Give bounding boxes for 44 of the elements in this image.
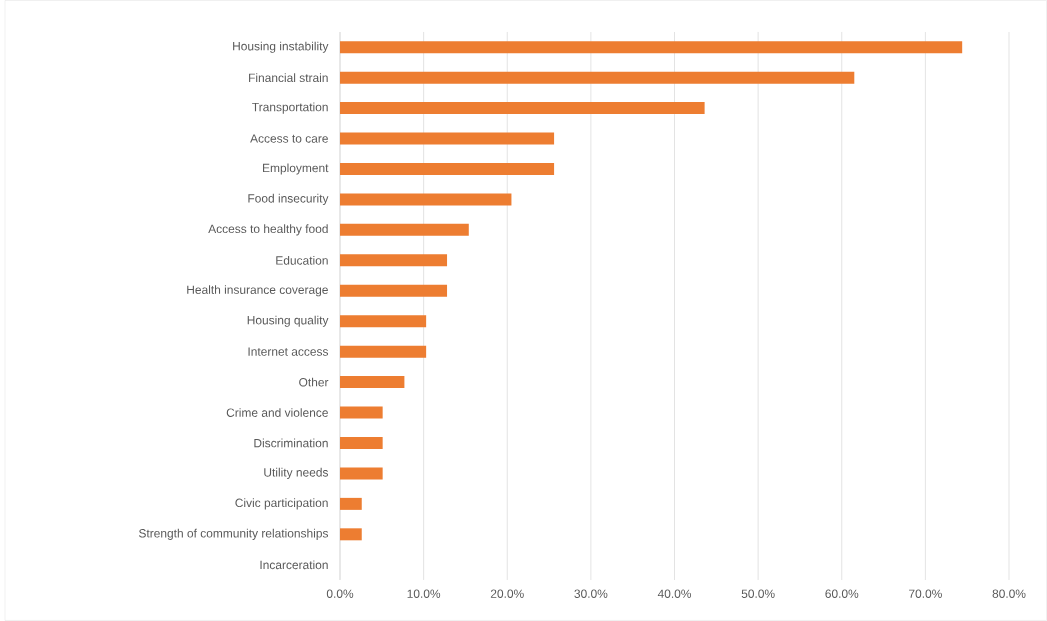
y-tick-label: Internet access (248, 347, 329, 356)
y-tick-label: Strength of community relationships (138, 528, 329, 540)
bar (340, 284, 448, 297)
x-tick-label: 20.0% (490, 589, 524, 598)
x-tick-label: 0.0% (326, 589, 354, 598)
y-tick-label: Transportation (252, 102, 328, 114)
y-tick-label: Discrimination (254, 438, 328, 448)
bar (340, 406, 383, 419)
bar (340, 467, 383, 480)
y-tick-label: Other (299, 377, 329, 387)
x-tick-label: 60.0% (825, 589, 859, 598)
x-tick-label: 80.0% (992, 589, 1026, 598)
bar (340, 41, 963, 54)
bar (340, 162, 555, 175)
bar (340, 315, 427, 328)
y-tick-label: Financial strain (249, 73, 328, 83)
x-tick-label: 40.0% (657, 589, 692, 598)
x-tick-label: 50.0% (741, 589, 775, 598)
y-tick-label: Access to healthy food (208, 224, 328, 236)
y-tick-label: Civic participation (235, 498, 328, 510)
y-tick-label: Crime and violence (226, 408, 328, 417)
bar (340, 193, 512, 206)
y-tick-label: Health insurance coverage (187, 285, 328, 297)
y-tick-label: Access to care (250, 134, 328, 143)
bar (340, 376, 405, 389)
bar (340, 223, 469, 236)
y-tick-label: Housing quality (247, 315, 329, 327)
bar (340, 345, 427, 358)
x-tick-label: 10.0% (407, 589, 441, 598)
bar (340, 71, 855, 84)
y-tick-label: Employment (263, 163, 329, 175)
y-tick-label: Utility needs (264, 467, 329, 479)
bar (340, 528, 362, 541)
y-tick-label: Incarceration (260, 560, 328, 570)
bar (340, 497, 362, 510)
y-tick-label: Education (276, 255, 328, 265)
bar (340, 436, 383, 449)
bar (340, 102, 705, 115)
x-tick-label: 30.0% (574, 589, 608, 598)
bar (340, 254, 448, 267)
y-tick-label: Housing instability (233, 41, 329, 53)
y-tick-label: Food insecurity (248, 193, 329, 205)
x-tick-label: 70.0% (909, 589, 942, 598)
bar (340, 132, 555, 145)
